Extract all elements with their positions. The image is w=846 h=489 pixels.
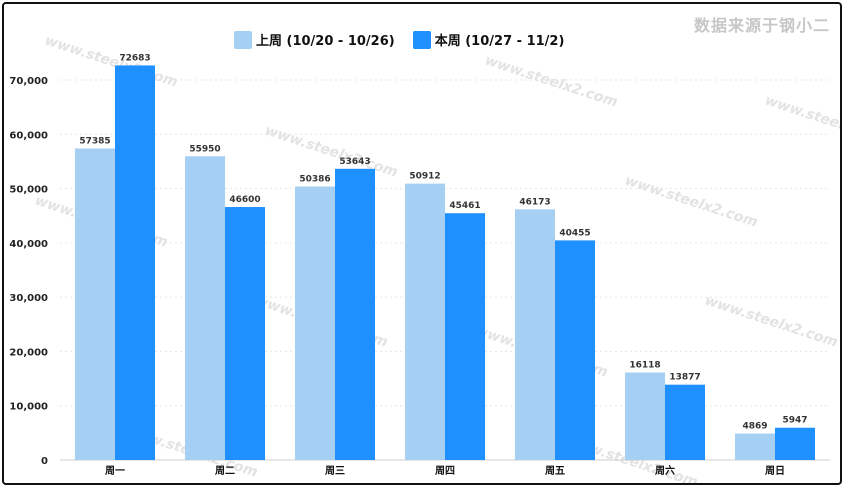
- bar-this-week: [665, 384, 705, 460]
- watermark-text: www.steelx2.com: [763, 93, 840, 151]
- data-label: 13877: [669, 373, 700, 383]
- data-label: 50386: [299, 174, 330, 184]
- legend-swatch-last-week: [234, 30, 252, 49]
- data-label: 72683: [119, 53, 150, 63]
- data-label: 53643: [339, 157, 370, 167]
- data-label: 16118: [629, 361, 660, 371]
- bar-this-week: [775, 427, 815, 460]
- x-category-label: 周日: [765, 465, 785, 477]
- bar-last-week: [625, 372, 665, 460]
- x-category-label: 周二: [215, 465, 235, 477]
- bar-this-week: [335, 168, 375, 460]
- y-tick-label: 20,000: [9, 347, 48, 358]
- x-category-label: 周一: [105, 465, 125, 477]
- data-label: 45461: [449, 201, 480, 211]
- legend-swatch-this-week: [412, 30, 431, 49]
- data-label: 50912: [409, 172, 440, 182]
- watermark-text: www.steelx2.com: [483, 53, 620, 111]
- data-label: 4869: [742, 422, 767, 432]
- x-category-label: 周五: [545, 465, 565, 477]
- bar-this-week: [555, 240, 595, 460]
- y-tick-label: 10,000: [9, 402, 48, 413]
- data-label: 46600: [229, 195, 260, 205]
- x-category-label: 周六: [655, 464, 675, 477]
- y-tick-label: 50,000: [9, 185, 48, 196]
- legend-item-this-week: 本周 (10/27 - 11/2): [412, 30, 565, 49]
- y-tick-label: 0: [41, 456, 48, 467]
- legend: 上周 (10/20 - 10/26) 本周 (10/27 - 11/2): [234, 30, 564, 49]
- y-tick-label: 40,000: [9, 239, 48, 250]
- y-tick-label: 60,000: [9, 130, 48, 141]
- legend-label-this-week: 本周 (10/27 - 11/2): [434, 34, 565, 49]
- watermark-text: www.steelx2.com: [43, 33, 180, 91]
- data-label: 46173: [519, 197, 550, 207]
- bar-this-week: [225, 207, 265, 460]
- legend-item-last-week: 上周 (10/20 - 10/26): [234, 30, 395, 49]
- y-tick-label: 30,000: [9, 293, 48, 304]
- bar-this-week: [445, 213, 485, 460]
- x-category-label: 周四: [435, 465, 455, 477]
- x-category-label: 周三: [325, 465, 345, 477]
- bar-chart: www.steelx2.comwww.steelx2.comwww.steelx…: [9, 33, 840, 483]
- source-label: 数据来源于钢小二: [693, 16, 830, 35]
- data-label: 57385: [79, 136, 110, 146]
- watermark-text: www.steelx2.com: [703, 293, 840, 351]
- bar-last-week: [75, 148, 115, 460]
- y-tick-label: 70,000: [9, 76, 48, 87]
- watermark-text: www.steelx2.com: [623, 173, 760, 231]
- bar-this-week: [115, 65, 155, 460]
- bar-last-week: [515, 209, 555, 460]
- bar-last-week: [295, 186, 335, 460]
- data-label: 5947: [782, 416, 807, 426]
- bar-last-week: [185, 156, 225, 460]
- legend-label-last-week: 上周 (10/20 - 10/26): [256, 34, 395, 49]
- bar-last-week: [405, 183, 445, 460]
- data-label: 55950: [189, 144, 220, 154]
- watermark-text: www.steelx2.com: [263, 123, 400, 181]
- bar-last-week: [735, 433, 775, 460]
- data-label: 40455: [559, 228, 590, 238]
